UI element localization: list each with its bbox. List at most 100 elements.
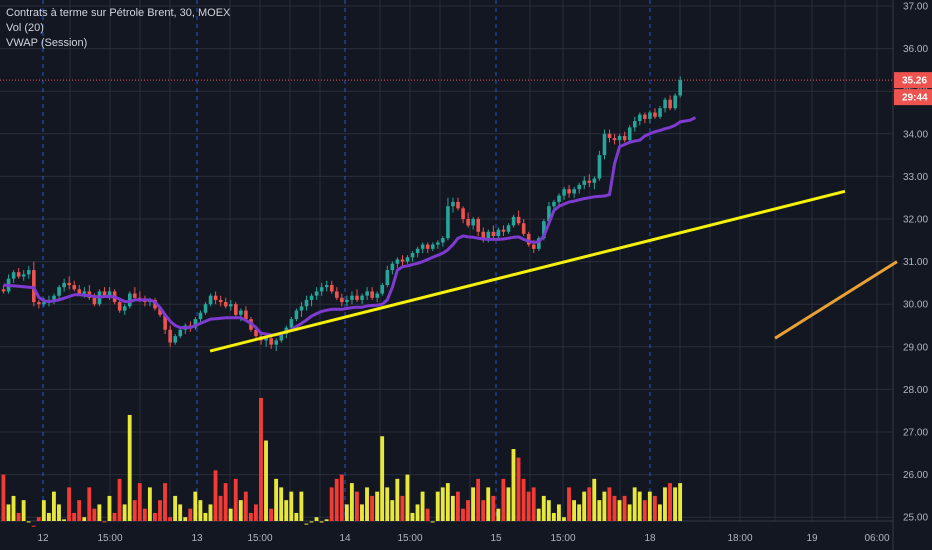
candle-body	[622, 135, 627, 141]
price-tick-label: 30.00	[903, 300, 928, 311]
price-tick-label: 31.00	[903, 257, 928, 268]
volume-bar	[526, 491, 531, 521]
volume-bar	[218, 495, 223, 521]
price-tick-label: 29.00	[903, 342, 928, 353]
candle-body	[632, 121, 637, 128]
candle-body	[244, 310, 248, 320]
trendline-orange[interactable]	[774, 260, 898, 340]
candle-body	[405, 257, 410, 262]
candle-body	[400, 259, 405, 262]
candle-body	[395, 259, 400, 264]
bar-countdown-tag	[894, 89, 932, 106]
candle-body	[21, 274, 26, 277]
volume-indicator-label[interactable]: Vol (20)	[6, 22, 44, 34]
volume-bar	[264, 440, 268, 521]
bar-countdown-value: 29:44	[902, 93, 928, 104]
volume-bar	[486, 487, 491, 521]
candle-body	[668, 99, 672, 109]
volume-bar	[92, 508, 97, 521]
volume-bar	[516, 457, 521, 521]
volume-bar	[602, 491, 607, 521]
price-tick-label: 28.00	[903, 385, 928, 396]
candle-body	[37, 302, 41, 305]
candle-body	[577, 184, 582, 190]
candle-body	[193, 319, 198, 328]
volume-bar	[435, 491, 440, 521]
volume-bar	[491, 495, 496, 521]
candle-body	[446, 206, 450, 239]
volume-bar	[183, 517, 188, 521]
candle-body	[592, 178, 597, 183]
volume-bar	[567, 487, 571, 521]
volume-bar	[46, 512, 51, 521]
volume-bar	[259, 397, 263, 521]
time-tick-label: 15:00	[397, 533, 422, 544]
volume-bar	[355, 491, 359, 521]
volume-bar	[77, 500, 82, 521]
volume-bar	[557, 504, 561, 521]
candle-body	[158, 308, 162, 315]
candle-body	[425, 244, 430, 249]
volume-bar	[395, 478, 400, 521]
volume-bar	[617, 500, 622, 521]
volume-bar	[213, 470, 218, 521]
candle-body	[264, 338, 268, 341]
candle-body	[133, 293, 137, 298]
volume-bar	[612, 495, 617, 521]
volume-bar	[279, 487, 284, 521]
candle-body	[602, 133, 607, 156]
candle-body	[213, 295, 218, 300]
volume-bar	[375, 491, 380, 521]
candle-body	[269, 338, 273, 345]
candle-body	[289, 319, 294, 328]
volume-bar	[147, 487, 152, 521]
volume-bar	[87, 487, 92, 521]
volume-bar	[678, 483, 683, 521]
candle-body	[42, 302, 46, 305]
candle-body	[26, 270, 31, 275]
volume-bar	[269, 508, 273, 521]
trendline-yellow[interactable]	[209, 189, 846, 353]
candle-body	[294, 310, 299, 320]
volume-bar	[440, 487, 445, 521]
candle-body	[1, 289, 6, 292]
candle-body	[547, 206, 551, 222]
volume-bar	[82, 517, 87, 521]
volume-bar	[142, 508, 147, 521]
volume-bar	[31, 525, 36, 527]
volume-bar	[178, 504, 183, 521]
candle-body	[567, 189, 571, 194]
candle-body	[72, 285, 77, 290]
time-tick-label: 15:00	[247, 533, 272, 544]
volume-bar	[647, 491, 652, 521]
volume-bar	[577, 504, 582, 521]
volume-bar	[400, 495, 405, 521]
volume-bar	[112, 512, 117, 521]
volume-bar	[233, 478, 238, 521]
candle-body	[370, 291, 374, 298]
candle-body	[365, 291, 369, 296]
volume-bar	[658, 504, 662, 521]
volume-bar	[541, 495, 546, 521]
symbol-title[interactable]: Contrats à terme sur Pétrole Brent, 30, …	[6, 7, 231, 19]
time-tick-label: 14	[339, 533, 351, 544]
candle-body	[299, 306, 304, 311]
candle-body	[678, 80, 683, 96]
candle-body	[562, 189, 566, 196]
candle-body	[521, 223, 526, 234]
volume-bar	[476, 478, 481, 521]
volume-bar	[642, 500, 647, 521]
volume-bar	[506, 487, 511, 521]
candle-body	[643, 114, 647, 119]
candle-body	[471, 219, 475, 226]
candle-body	[627, 127, 632, 141]
vwap-indicator-label[interactable]: VWAP (Session)	[6, 37, 88, 49]
candle-body	[16, 272, 21, 277]
volume-bar	[26, 521, 31, 523]
candle-body	[163, 314, 167, 330]
candle-body	[208, 295, 213, 305]
price-tick-label: 37.00	[903, 2, 928, 13]
candle-body	[77, 289, 82, 294]
volume-bar	[390, 500, 395, 521]
